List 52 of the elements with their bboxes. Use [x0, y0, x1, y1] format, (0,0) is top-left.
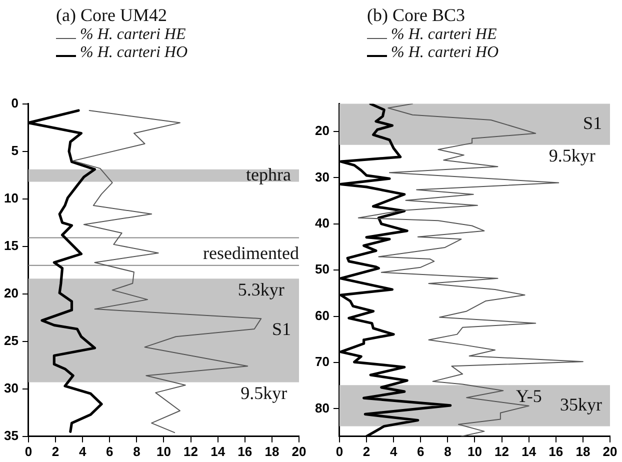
y-tick-label: 20 — [314, 123, 330, 138]
y-tick-label: 70 — [314, 354, 330, 370]
x-tick-label: 0 — [336, 444, 344, 459]
band-label: S1 — [582, 113, 602, 134]
band-label: 35kyr — [560, 394, 602, 414]
y-tick-label: 25 — [4, 332, 18, 348]
x-tick-label: 16 — [238, 444, 252, 459]
y-tick-label: 5 — [11, 142, 18, 158]
x-tick-label: 2 — [52, 444, 60, 459]
y-tick-label: 30 — [314, 169, 330, 184]
ref-line-label: resedimented — [203, 243, 299, 264]
y-tick-label: 10 — [4, 190, 18, 206]
legend-label: % H. carteri HO — [391, 44, 499, 61]
x-tick-label: 14 — [522, 444, 537, 459]
x-tick-label: 14 — [210, 444, 226, 459]
x-tick-label: 4 — [78, 444, 87, 459]
x-tick-label: 18 — [264, 444, 280, 459]
y-tick-label: 50 — [314, 262, 330, 277]
chart-title: (b) Core BC3 — [367, 4, 466, 26]
x-tick-label: 12 — [494, 444, 510, 459]
x-tick-label: 4 — [390, 444, 398, 459]
annotation: 9.5kyr — [548, 146, 596, 166]
y-tick-label: 40 — [314, 215, 330, 230]
annotation: Y-5 — [516, 386, 542, 406]
y-tick-label: 20 — [4, 285, 18, 300]
x-tick-label: 18 — [576, 444, 590, 459]
x-tick-label: 10 — [156, 444, 171, 459]
y-tick-label: 15 — [4, 238, 18, 253]
x-tick-label: 8 — [444, 444, 452, 459]
annotation: 5.3kyr — [238, 279, 284, 300]
legend-label: % H. carteri HE — [80, 26, 186, 43]
y-tick-label: 80 — [314, 400, 330, 416]
x-tick-label: 6 — [417, 444, 424, 459]
y-tick-label: 30 — [4, 380, 18, 396]
x-tick-label: 8 — [133, 444, 140, 459]
chart-title: (a) Core UM42 — [56, 4, 168, 26]
annotation: 9.5kyr — [240, 382, 288, 403]
y-tick-label: 0 — [11, 95, 18, 110]
y-tick-label: 60 — [314, 308, 330, 323]
x-tick-label: 2 — [362, 444, 370, 459]
band-label: S1 — [272, 319, 291, 340]
x-tick-label: 10 — [467, 444, 482, 459]
x-tick-label: 16 — [548, 444, 564, 459]
x-tick-label: 20 — [292, 444, 306, 459]
x-tick-label: 6 — [106, 444, 114, 459]
legend-label: % H. carteri HE — [391, 26, 497, 43]
y-tick-label: 35 — [4, 428, 18, 443]
band-label: tephra — [246, 164, 291, 184]
x-tick-label: 0 — [24, 444, 32, 459]
legend-label: % H. carteri HO — [80, 44, 188, 61]
x-tick-label: 20 — [602, 444, 618, 459]
x-tick-label: 12 — [184, 444, 198, 459]
